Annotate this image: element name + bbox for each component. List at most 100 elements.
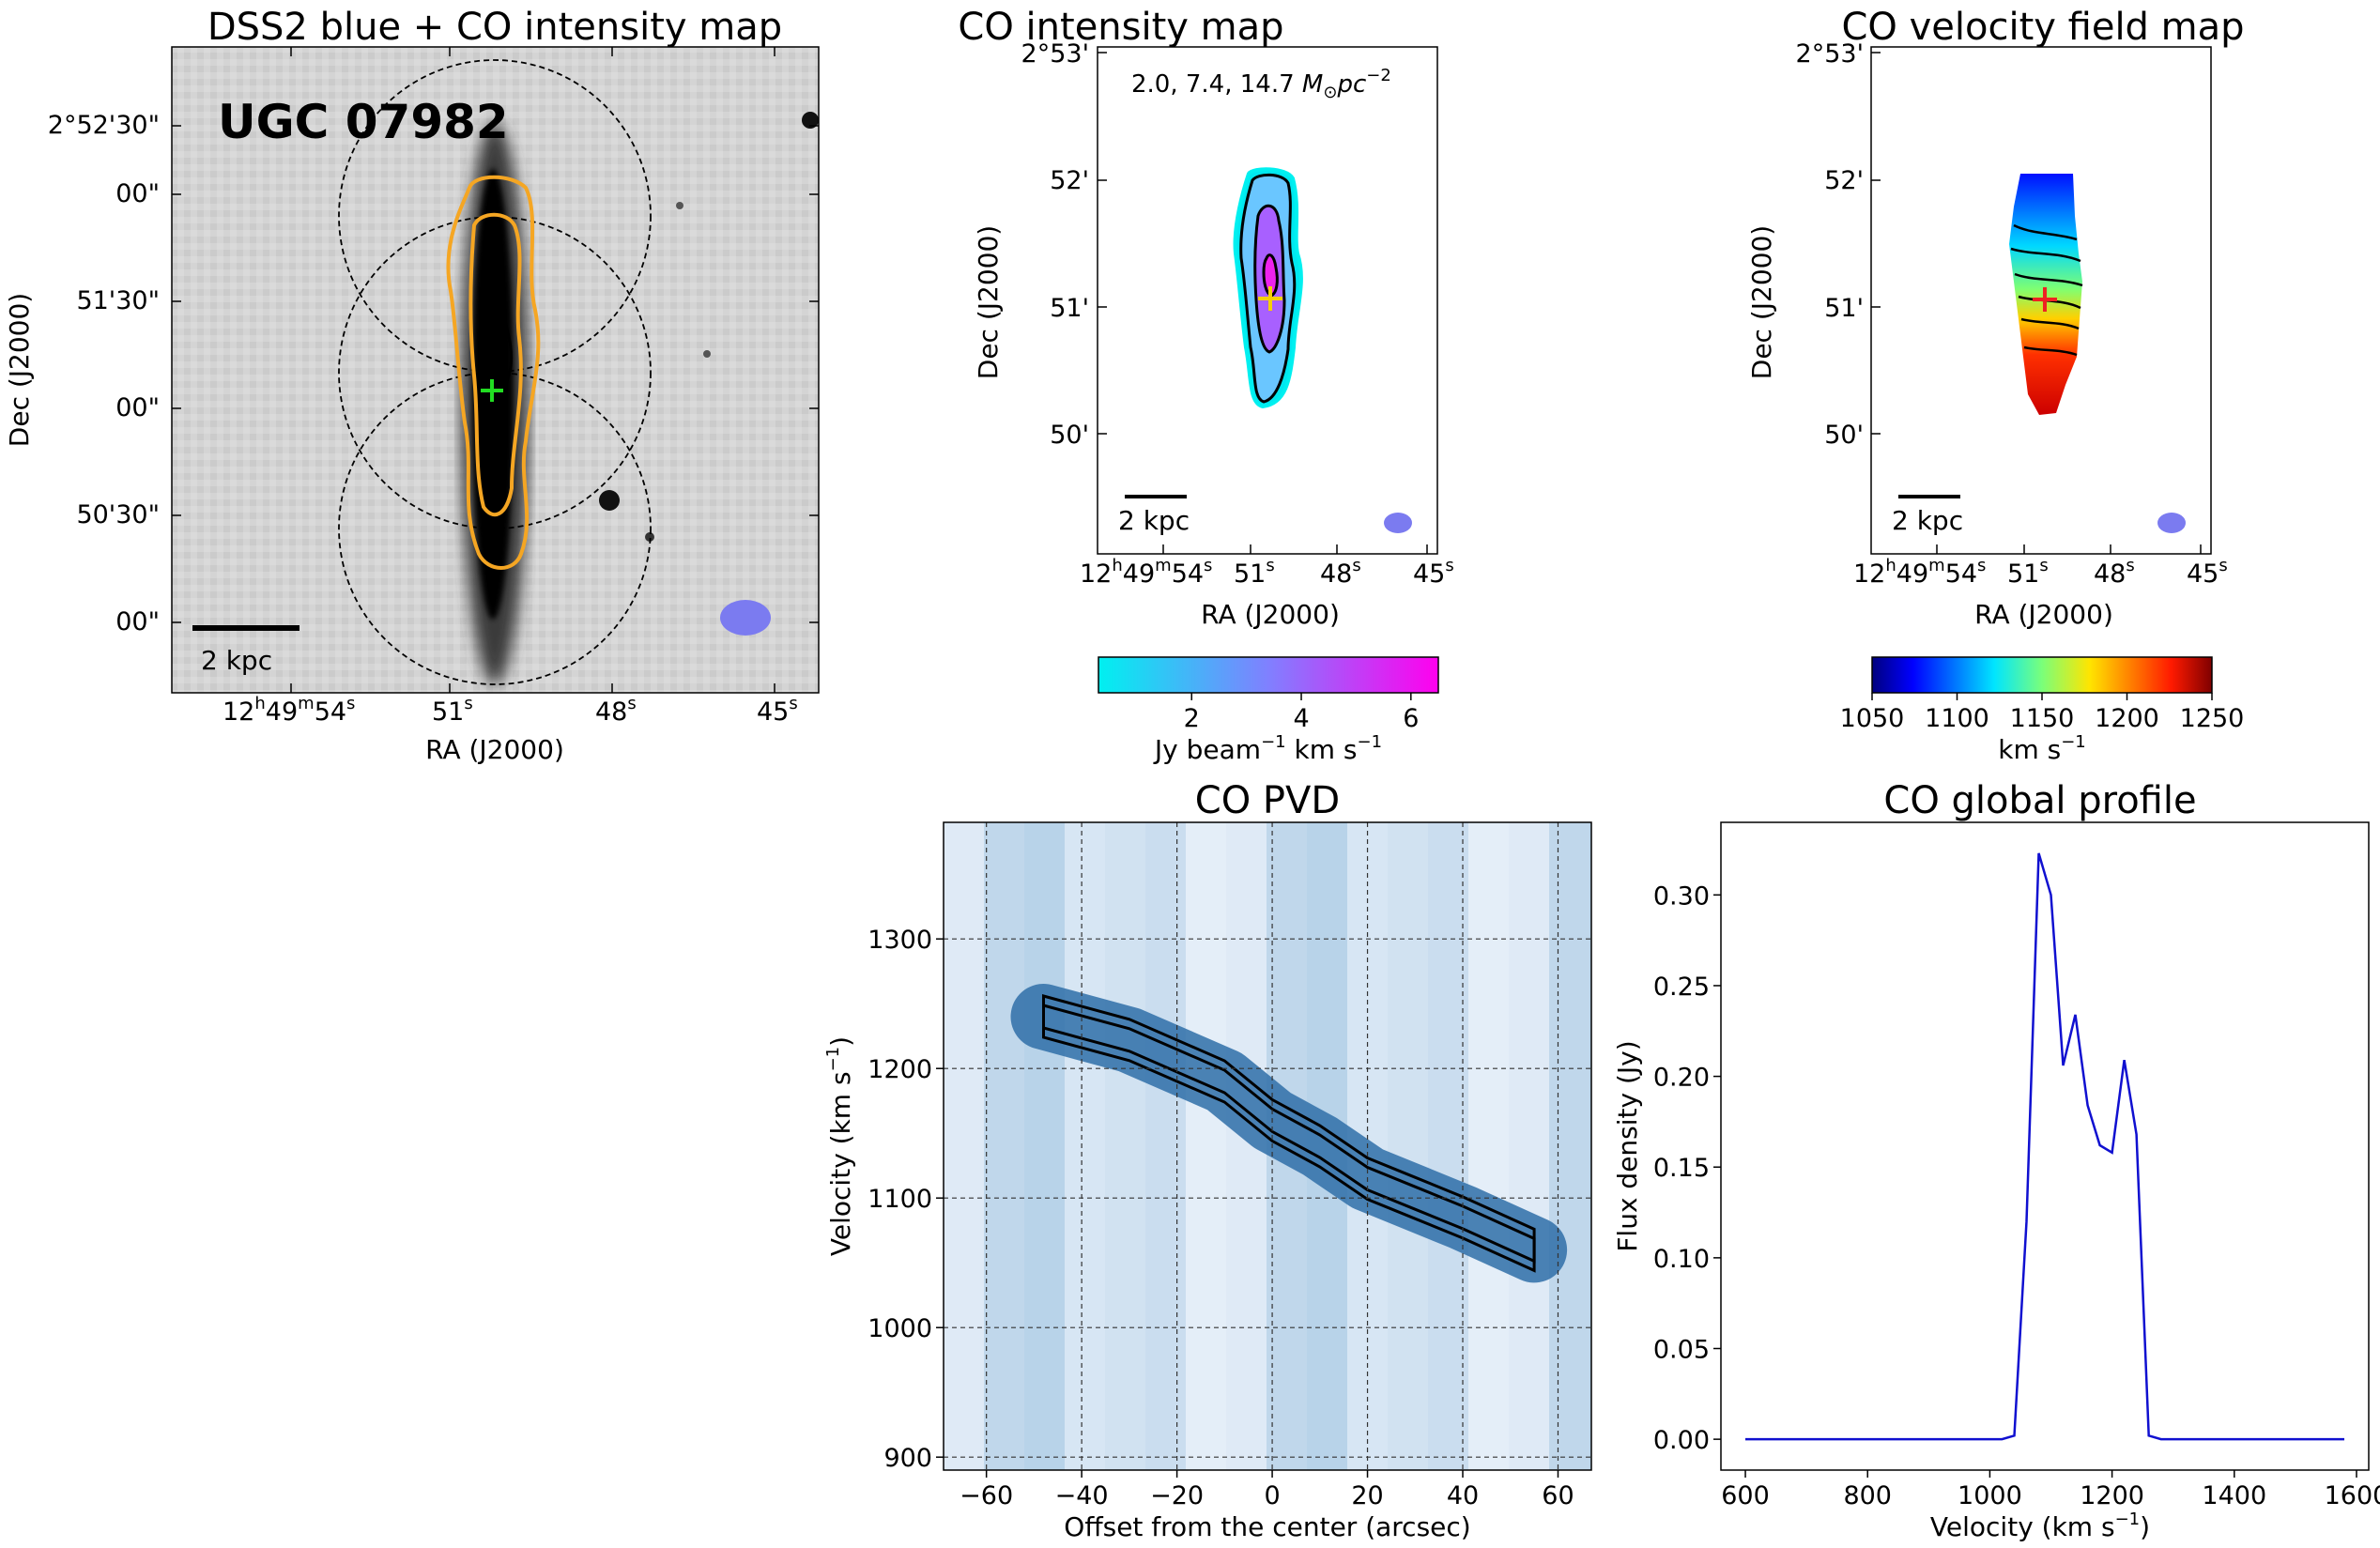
pvd-pixel [1065, 844, 1105, 866]
svg-text:00": 00" [115, 179, 160, 208]
pvd-pixel [1428, 909, 1468, 930]
pvd-pixel [1549, 952, 1589, 973]
pvd-pixel [1388, 1125, 1428, 1146]
pvd-pixel [1024, 1319, 1065, 1341]
pvd-pixel [1307, 1384, 1347, 1405]
pvd-pixel [1549, 822, 1589, 844]
pvd-pixel [1509, 1319, 1549, 1341]
pvd-pixel [944, 1146, 984, 1168]
profile-xtick-label: 1000 [1958, 1481, 2022, 1510]
pvd-pixel [1226, 1189, 1267, 1211]
pvd-pixel [1105, 1146, 1145, 1168]
pvd-pixel [1468, 1038, 1509, 1060]
ra-tick: 12h49m54s [1080, 556, 1212, 589]
co-contour-mid [468, 212, 523, 517]
pvd-pixel [1388, 1448, 1428, 1470]
ra-tick: 45s [1413, 556, 1454, 589]
panel-co-global-profile: CO global profile 600 800 1000 1200 1400 160 0… [1612, 779, 2380, 1542]
pvd-pixel [1267, 1276, 1307, 1297]
pvd-pixel [1549, 1146, 1589, 1168]
pvd-pixel [1024, 1254, 1065, 1276]
pvd-pixel [1589, 909, 1591, 930]
pvd-pixel [944, 1233, 984, 1254]
pvd-pixel [1186, 822, 1226, 844]
pvd-pixel [1589, 1233, 1591, 1254]
pvd-pixel [1186, 1297, 1226, 1319]
pvd-pixel [984, 1125, 1024, 1146]
pvd-pixel [944, 973, 984, 995]
pvd-pixel [984, 1405, 1024, 1427]
pvd-pixel [1267, 973, 1307, 995]
pvd-pixel [1065, 909, 1105, 930]
pvd-pixel [1267, 1362, 1307, 1384]
pvd-contour-inner [1042, 1004, 1536, 1264]
pvd-pixel [1388, 1081, 1428, 1103]
beam-ellipse [2157, 513, 2186, 533]
pvd-pixel [1024, 1384, 1065, 1405]
pvd-pixel [1549, 909, 1589, 930]
pvd-pixel [1145, 1211, 1186, 1233]
pvd-pixel [1509, 995, 1549, 1017]
pvd-pixel [944, 866, 984, 887]
pvd-pixel [1589, 1427, 1591, 1448]
panel3-tickmarks [1871, 52, 2202, 554]
pvd-pixel [1105, 1125, 1145, 1146]
pvd-gridlines [944, 822, 1591, 1470]
pvd-pixel [1105, 1189, 1145, 1211]
panel2-yticks: 2°53' 52' 51' 50' [1021, 39, 1089, 450]
panel2-tickmarks [1098, 52, 1428, 554]
pvd-pixel [1186, 1427, 1226, 1448]
pvd-pixel [1145, 930, 1186, 952]
svg-text:52': 52' [1824, 166, 1864, 195]
pvd-pixel [944, 1405, 984, 1427]
pvd-pixel [1105, 909, 1145, 930]
pvd-pixel [944, 1341, 984, 1362]
pvd-pixel [1267, 1060, 1307, 1081]
pvd-pixel [984, 1297, 1024, 1319]
svg-text:51'30": 51'30" [76, 286, 160, 315]
pvd-pixel [1468, 909, 1509, 930]
pvd-pixel [1186, 930, 1226, 952]
pvd-xtick-label: −60 [960, 1481, 1013, 1510]
pvd-ytick-label: 1000 [868, 1314, 932, 1343]
svg-text:2°53': 2°53' [1796, 39, 1864, 69]
pvd-pixel [944, 930, 984, 952]
intensity-colorbar-ticks: 2 4 6 [1184, 693, 1419, 733]
pvd-pixel [1388, 1319, 1428, 1341]
pvd-pixel [1509, 844, 1549, 866]
pvd-pixel [1307, 1341, 1347, 1362]
pvd-pixel [1509, 1060, 1549, 1081]
profile-ytick-label: 0.00 [1653, 1426, 1710, 1455]
pvd-pixel [1267, 1211, 1307, 1233]
pvd-pixel [1589, 1211, 1591, 1233]
colorbar-tick-label: 1200 [2095, 704, 2159, 733]
pvd-pixel [1226, 822, 1267, 844]
pvd-pixel [1509, 1341, 1549, 1362]
pvd-contour-outer [1042, 994, 1536, 1273]
pvd-pixel [1024, 909, 1065, 930]
pvd-pixel [984, 1146, 1024, 1168]
pvd-pixel [1307, 973, 1347, 995]
panel1-yticks: 2°52'30" 00" 51'30" 00" 50'30" 00" [48, 111, 160, 636]
pvd-pixel [1307, 930, 1347, 952]
pvd-pixel [984, 822, 1024, 844]
pvd-pixel [1145, 952, 1186, 973]
pvd-pixel [1105, 1254, 1145, 1276]
pvd-pixel [944, 952, 984, 973]
pvd-pixel [1509, 1103, 1549, 1125]
pvd-pixel [1509, 1017, 1549, 1038]
pvd-pixel [1549, 887, 1589, 909]
pvd-pixel [1347, 1081, 1388, 1103]
pvd-pixel [1307, 1038, 1347, 1060]
pvd-pixel [1145, 1189, 1186, 1211]
pvd-pixel [1307, 1276, 1347, 1297]
pvd-pixel [1226, 1211, 1267, 1233]
pvd-pixel [984, 1233, 1024, 1254]
pvd-pixel [1226, 952, 1267, 973]
pvd-pixel [1388, 866, 1428, 887]
star [676, 202, 683, 209]
pvd-pixel [1145, 973, 1186, 995]
panel3-yticks: 2°53' 52' 51' 50' [1796, 39, 1864, 450]
pvd-pixel [1589, 952, 1591, 973]
pvd-pixel [1388, 973, 1428, 995]
